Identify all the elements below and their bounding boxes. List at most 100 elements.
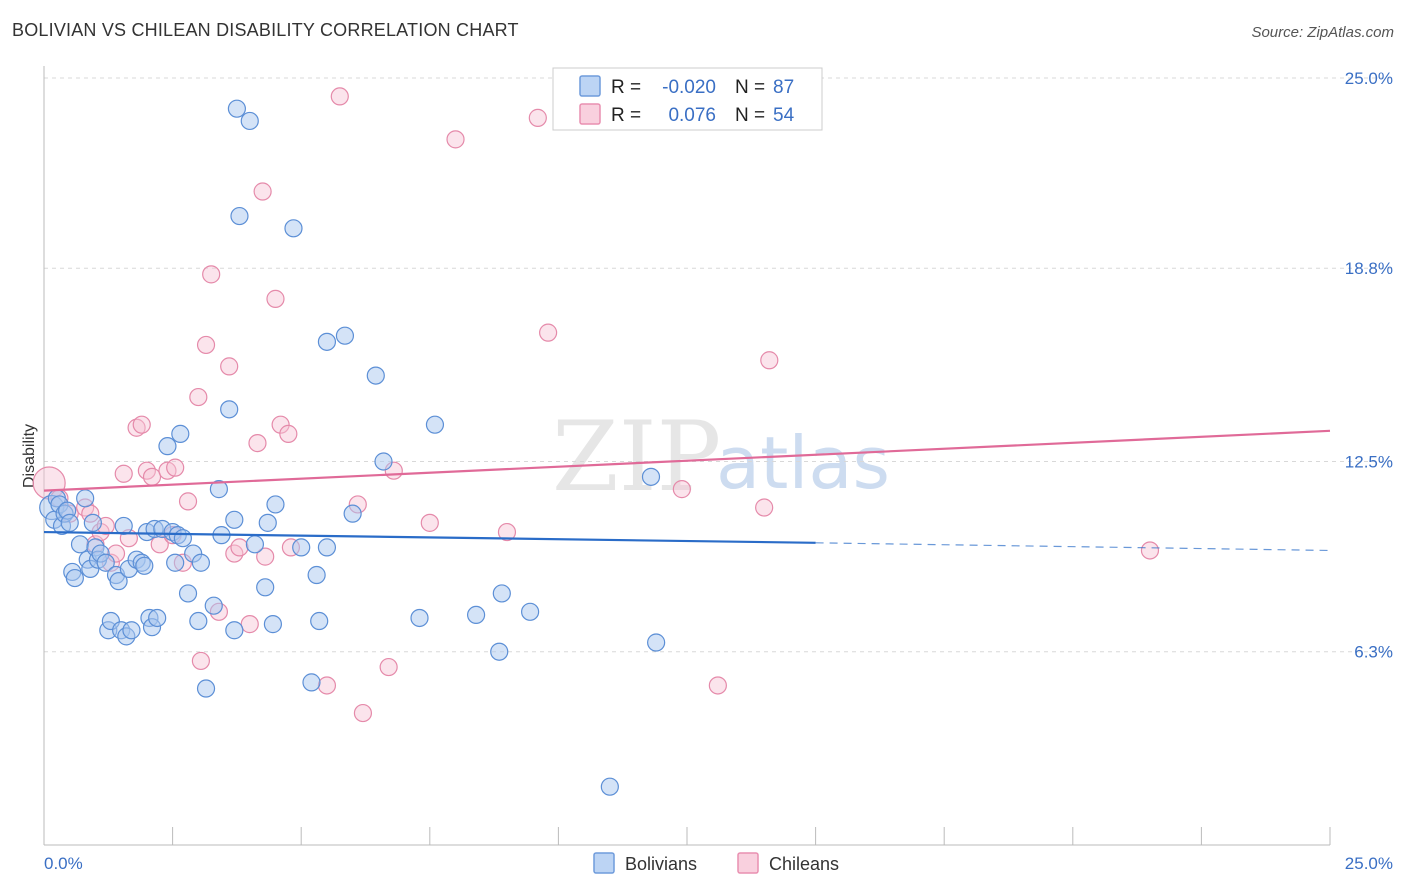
bolivian-point — [70, 535, 90, 554]
bolivian-point — [225, 510, 244, 529]
legend-n-label-1: N = — [735, 77, 765, 98]
bolivian-point — [114, 516, 133, 536]
chilean-point — [1140, 541, 1160, 560]
bolivian-point — [245, 535, 265, 554]
top-legend: R = -0.020 N = 87 R = 0.076 N = 54 — [552, 67, 823, 131]
bolivian-point — [178, 584, 198, 603]
bolivian-point — [220, 400, 239, 419]
chilean-point — [142, 467, 162, 486]
trend-lines — [43, 429, 1331, 552]
legend-r-value-1: -0.020 — [662, 77, 716, 98]
bolivian-point — [310, 611, 329, 631]
gridlines — [44, 77, 1392, 653]
y-axis-title: Disability — [21, 424, 38, 488]
bolivian-point — [230, 206, 249, 226]
bolivian-point — [76, 489, 95, 508]
y-tick-label-3: 25.0% — [1345, 69, 1393, 88]
chilean-point — [248, 433, 267, 453]
chilean-point — [202, 265, 221, 284]
chilean-point — [760, 351, 779, 370]
bolivian-point — [292, 538, 311, 557]
bolivian-point — [466, 605, 486, 625]
y-tick-label-1: 12.5% — [1345, 453, 1393, 472]
chilean-point — [539, 323, 558, 342]
source-label: Source: ZipAtlas.com — [1251, 24, 1394, 41]
bolivian-trend-line — [43, 530, 816, 544]
legend-r-label-2: R = — [611, 105, 641, 126]
bolivian-point — [410, 608, 429, 628]
bolivian-point — [109, 572, 128, 591]
chilean-point — [127, 418, 146, 437]
bottom-legend-chileans: Chileans — [769, 854, 839, 874]
bolivian-point — [490, 642, 509, 661]
legend-r-label-1: R = — [611, 77, 641, 98]
y-tick-labels: 6.3% 12.5% 18.8% 25.0% — [1345, 69, 1393, 662]
bolivian-point — [302, 673, 321, 692]
bolivian-point — [240, 111, 259, 131]
chilean-point — [446, 130, 465, 149]
bolivian-point — [166, 553, 185, 572]
bolivian-trend-extension — [815, 542, 1331, 552]
bolivian-point — [425, 415, 445, 434]
x-tick-label-1: 25.0% — [1345, 854, 1393, 873]
legend-n-value-1: 87 — [773, 77, 794, 98]
chilean-point — [196, 335, 216, 355]
bolivian-point — [158, 437, 177, 456]
bolivian-point — [225, 621, 244, 640]
bolivian-point — [204, 596, 223, 615]
chilean-point — [755, 498, 774, 517]
bolivian-point — [258, 513, 277, 532]
bolivian-point — [263, 615, 283, 634]
chilean-point — [379, 657, 398, 677]
chilean-point — [353, 703, 373, 723]
bottom-legend-bolivians: Bolivians — [625, 854, 697, 874]
x-tick-label-0: 0.0% — [44, 854, 83, 873]
bolivian-point — [600, 777, 619, 796]
bolivian-point — [209, 480, 228, 499]
y-tick-label-2: 18.8% — [1345, 259, 1393, 278]
bolivian-point — [284, 219, 303, 238]
bottom-legend-swatch-chilean — [737, 852, 759, 874]
x-tick-labels: 0.0% 25.0% — [44, 854, 1393, 873]
chilean-point — [178, 492, 198, 511]
chilean-point — [420, 513, 439, 532]
bolivian-point — [122, 621, 141, 640]
legend-swatch-bolivian — [579, 75, 601, 97]
bolivian-point — [307, 565, 326, 585]
watermark-atlas: atlas — [716, 421, 890, 505]
bolivian-point — [521, 602, 540, 621]
chilean-point — [708, 676, 727, 695]
bolivian-point — [647, 633, 666, 652]
chilean-point — [317, 676, 337, 695]
chilean-point — [497, 522, 517, 542]
bolivian-point — [366, 366, 385, 385]
chilean-point — [230, 538, 249, 557]
bolivian-point — [191, 553, 210, 572]
chart-title: BOLIVIAN VS CHILEAN DISABILITY CORRELATI… — [12, 20, 519, 40]
bolivian-point — [317, 538, 337, 557]
chilean-point — [271, 415, 290, 434]
chilean-point — [279, 424, 298, 443]
y-tick-label-0: 6.3% — [1354, 643, 1393, 662]
watermark-zip: ZIP — [552, 401, 721, 513]
chilean-point — [132, 415, 151, 434]
bolivian-point — [374, 452, 393, 471]
bolivian-point — [189, 611, 208, 631]
chilean-point — [253, 182, 272, 201]
bolivian-point — [148, 608, 167, 628]
chilean-point — [528, 108, 547, 127]
bottom-legend-swatch-bolivian — [593, 852, 615, 874]
chilean-point — [256, 547, 275, 566]
chilean-point — [114, 464, 133, 483]
bolivian-point — [227, 99, 246, 118]
legend-n-value-2: 54 — [773, 105, 795, 126]
bolivian-point — [171, 424, 190, 443]
legend-r-value-2: 0.076 — [668, 105, 716, 126]
bolivian-point — [60, 513, 79, 532]
bolivian-point — [135, 556, 154, 575]
legend-swatch-chilean — [579, 103, 601, 125]
bolivian-point — [641, 467, 661, 486]
chilean-point — [189, 387, 208, 407]
chilean-point — [166, 458, 185, 477]
